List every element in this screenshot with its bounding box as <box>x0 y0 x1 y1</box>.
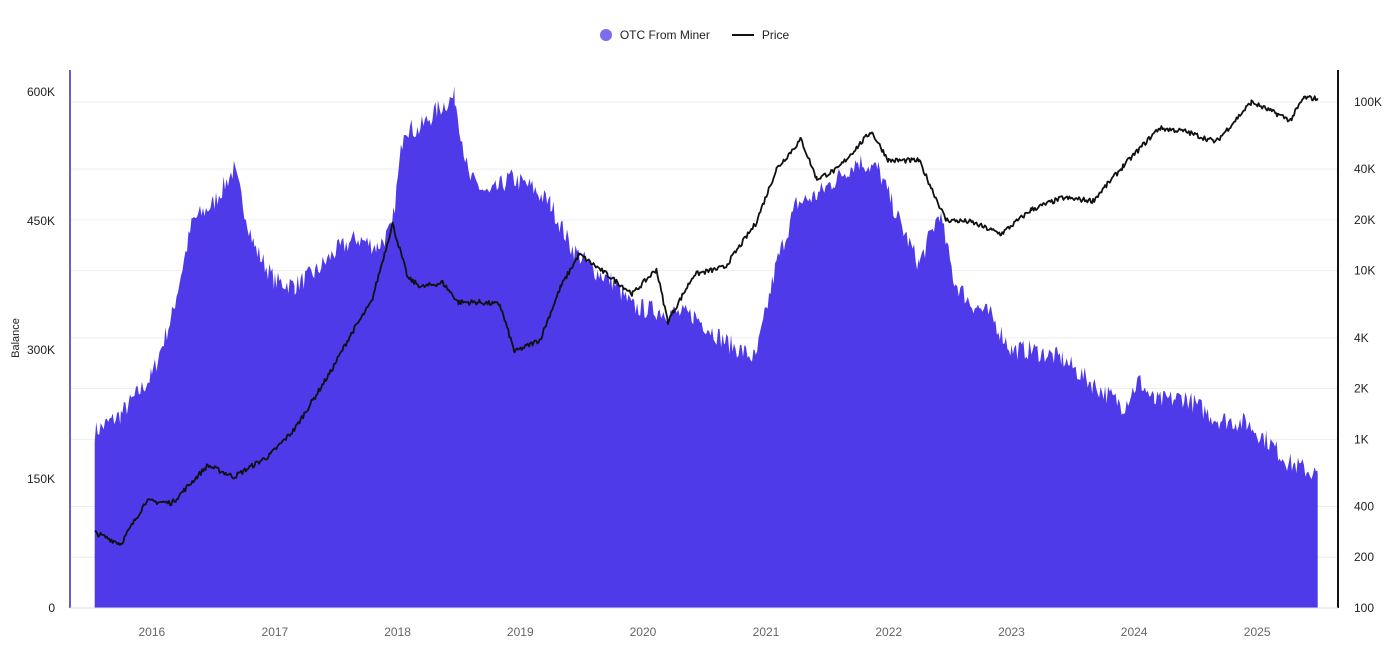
y-left-tick-label: 300K <box>27 343 55 357</box>
y-axis-title-left: Balance <box>10 318 22 358</box>
x-tick-label: 2024 <box>1121 625 1148 639</box>
y-right-tick-label: 100 <box>1354 601 1374 615</box>
area-otc-from-miner <box>94 86 1318 609</box>
x-tick-label: 2016 <box>139 625 166 639</box>
line-price <box>94 95 1319 546</box>
y-right-tick-label: 40K <box>1354 162 1375 176</box>
y-right-tick-label: 400 <box>1354 499 1374 513</box>
y-left-tick-label: 150K <box>27 472 55 486</box>
x-tick-label: 2018 <box>384 625 411 639</box>
y-right-tick-label: 4K <box>1354 331 1369 345</box>
y-left-tick-label: 450K <box>27 214 55 228</box>
x-tick-label: 2017 <box>262 625 289 639</box>
x-tick-label: 2021 <box>753 625 780 639</box>
y-right-tick-label: 2K <box>1354 382 1369 396</box>
x-tick-label: 2020 <box>630 625 657 639</box>
legend-swatch-otc-from-miner <box>599 29 612 41</box>
y-right-tick-label: 20K <box>1354 213 1375 227</box>
legend-swatch-price <box>731 34 754 36</box>
legend-label-price: Price <box>761 28 790 42</box>
y-right-tick-label: 100K <box>1354 95 1382 109</box>
y-left-tick-label: 600K <box>27 85 55 99</box>
y-right-tick-label: 1K <box>1354 432 1369 446</box>
axes: 0 150K 300K 450K 600K 100 200 400 1K 2K 4K 10K 20K 40… <box>27 70 1382 639</box>
legend-item-otc-from-miner[interactable]: OTC From Miner <box>599 28 710 42</box>
legend-item-price[interactable]: Price <box>731 28 790 42</box>
x-tick-label: 2019 <box>507 625 534 639</box>
y-left-tick-label: 0 <box>48 601 55 615</box>
x-tick-label: 2025 <box>1244 625 1271 639</box>
legend-label-otc-from-miner: OTC From Miner <box>619 28 710 42</box>
y-right-tick-label: 10K <box>1354 264 1375 278</box>
area-series-otc-from-miner <box>94 86 1318 609</box>
line-series-price <box>94 95 1319 546</box>
x-tick-label: 2022 <box>875 625 902 639</box>
x-tick-label: 2023 <box>998 625 1025 639</box>
legend: OTC From Miner Price <box>0 28 1389 42</box>
y-right-tick-label: 200 <box>1354 550 1374 564</box>
